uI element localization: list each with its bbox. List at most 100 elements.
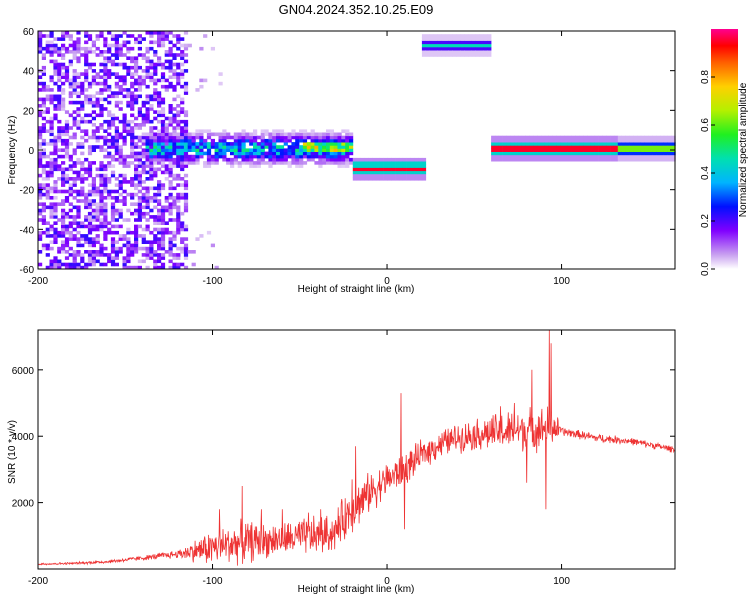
- spectrogram-cell: [264, 129, 269, 133]
- spectrogram-cell: [164, 164, 169, 168]
- spectrogram-cell: [122, 129, 127, 133]
- spectrogram-cell: [134, 59, 139, 64]
- spectrogram-cell: [437, 37, 442, 41]
- spectrogram-cell: [87, 148, 93, 152]
- spectrogram-cell: [410, 157, 415, 162]
- spectrogram-cell: [64, 132, 70, 137]
- spectrogram-cell: [38, 183, 43, 187]
- spectrogram-cell: [237, 135, 242, 140]
- spectrogram-cell: [176, 53, 181, 57]
- spectrogram-cell: [153, 110, 158, 114]
- spectrogram-cell: [421, 43, 427, 48]
- spectrogram-cell: [414, 177, 419, 181]
- spectrogram-cell: [276, 132, 281, 137]
- spectrogram-cell: [514, 151, 519, 156]
- spectrogram-cell: [134, 250, 139, 254]
- spectrogram-cell: [421, 34, 427, 38]
- spectrogram-cell: [91, 161, 96, 165]
- spectrogram-cell: [76, 161, 81, 165]
- spectrogram-cell: [145, 148, 150, 152]
- spectrogram-cell: [594, 138, 599, 143]
- spectrogram-cell: [172, 69, 177, 73]
- spectrogram-cell: [114, 157, 119, 162]
- spectrogram-cell: [141, 170, 146, 175]
- spectrogram-cell: [130, 145, 135, 149]
- spectrogram-cell: [610, 135, 615, 140]
- spectrogram-cell: [260, 157, 265, 162]
- snr-xlabel: Height of straight line (km): [298, 584, 415, 595]
- spectrogram-cell: [153, 259, 158, 264]
- spectrogram-cell: [122, 43, 127, 48]
- spectrogram-cell: [103, 234, 108, 238]
- spectrogram-cell: [168, 218, 173, 222]
- spectrogram-cell: [168, 208, 173, 213]
- spectrogram-cell: [260, 148, 265, 152]
- spectrogram-cell: [414, 164, 419, 168]
- spectrogram-cell: [479, 46, 484, 51]
- spectrogram-cell: [64, 50, 70, 54]
- colorbar-label: Normalized spectral amplitude: [738, 82, 749, 217]
- spectrogram-cell: [145, 142, 150, 146]
- spectrogram-cell: [99, 218, 104, 222]
- spectrogram-cell: [291, 132, 296, 137]
- spectrogram-cell: [326, 161, 331, 165]
- spectrogram-cell: [383, 173, 388, 178]
- spectrogram-cell: [76, 113, 81, 118]
- spectrogram-cell: [87, 135, 93, 140]
- spectrogram-cell: [302, 148, 308, 152]
- spectrogram-cell: [91, 202, 96, 206]
- spectrogram-cell: [648, 145, 653, 149]
- spectrogram-cell: [160, 170, 166, 175]
- spectrogram-cell: [452, 40, 457, 45]
- spectrogram-cell: [556, 148, 561, 152]
- spectrogram-cell: [157, 230, 162, 235]
- spectrogram-cell: [660, 148, 665, 152]
- spectrogram-cell: [84, 218, 89, 222]
- spectrogram-cell: [95, 81, 100, 86]
- spectrogram-cell: [410, 170, 415, 175]
- spectrogram-cell: [272, 148, 277, 152]
- spectrogram-cell: [126, 119, 131, 124]
- spectrogram-cell: [118, 145, 123, 149]
- spectrogram-cell: [264, 161, 269, 165]
- spectrogram-cell: [552, 151, 557, 156]
- spectrogram-cell: [137, 224, 142, 229]
- spectrogram-cell: [352, 173, 357, 178]
- spectrogram-cell: [544, 135, 549, 140]
- spectrogram-cell: [45, 186, 50, 191]
- spectrogram-cell: [87, 46, 93, 51]
- spectrogram-cell: [110, 196, 116, 200]
- spectrogram-cell: [279, 138, 285, 143]
- spectrogram-cell: [41, 100, 46, 105]
- spectrogram-cell: [91, 100, 96, 105]
- spectrogram-cell: [99, 50, 104, 54]
- spectrogram-cell: [172, 75, 177, 79]
- spectrogram-cell: [437, 43, 442, 48]
- spectrogram-cell: [126, 259, 131, 264]
- spectrogram-cell: [145, 189, 150, 194]
- spectrogram-cell: [287, 154, 292, 159]
- spectrogram-cell: [510, 142, 515, 146]
- spectrogram-cell: [483, 50, 488, 54]
- spectrogram-cell: [84, 157, 89, 162]
- spectrogram-cell: [199, 234, 204, 238]
- spectrogram-cell: [38, 230, 43, 235]
- spectrogram-cell: [337, 145, 342, 149]
- spectrogram-cell: [613, 145, 619, 149]
- spectrogram-cell: [84, 250, 89, 254]
- spectrogram-cell: [64, 123, 70, 127]
- spectrogram-cell: [68, 59, 73, 64]
- spectrogram-cell: [57, 46, 62, 51]
- spectrogram-cell: [510, 145, 515, 149]
- spectrogram-cell: [610, 145, 615, 149]
- spectrogram-cell: [91, 50, 96, 54]
- spectrogram-cell: [352, 161, 357, 165]
- spectrogram-cell: [45, 230, 50, 235]
- spectrogram-cell: [226, 148, 231, 152]
- spectrogram-cell: [80, 256, 85, 260]
- spectrogram-cell: [126, 240, 131, 244]
- spectrogram-cell: [387, 177, 392, 181]
- spectrogram-cell: [145, 138, 150, 143]
- spectrogram-cell: [567, 148, 572, 152]
- spectrogram-cell: [130, 119, 135, 124]
